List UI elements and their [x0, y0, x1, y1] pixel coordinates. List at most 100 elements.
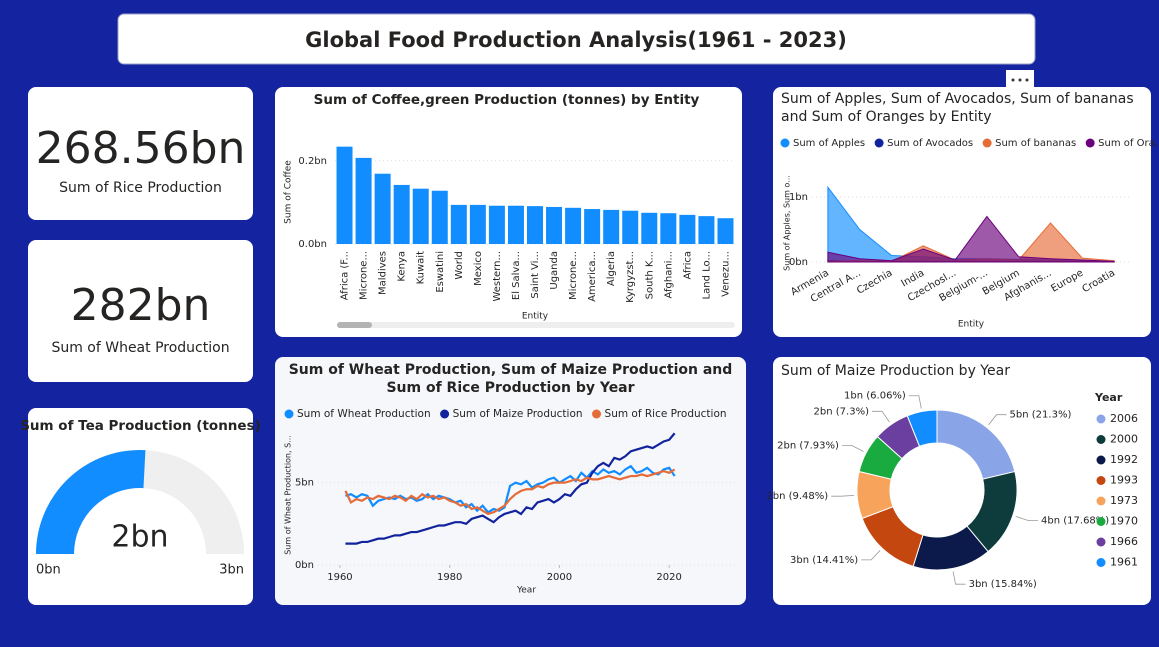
gauge-fill — [36, 450, 146, 554]
gauge-tick-label: 0bn — [36, 563, 61, 578]
y-tick-label: 0bn — [789, 257, 808, 268]
x-tick-label: Western... — [492, 251, 503, 302]
panel — [773, 87, 1151, 337]
bar — [336, 146, 353, 244]
y-tick-label: 5bn — [295, 478, 314, 489]
card-label: Sum of Wheat Production — [51, 340, 229, 356]
line — [345, 432, 676, 545]
leader-line — [952, 571, 966, 585]
chart-title: Sum of Maize Production by Year — [781, 363, 1010, 379]
card-value: 268.56bn — [36, 123, 246, 174]
gauge-title: Sum of Tea Production (tonnes) — [20, 418, 261, 434]
bar — [717, 218, 734, 244]
leader-line — [841, 445, 864, 452]
data-label: 3bn (14.41%) — [790, 555, 858, 566]
data-label: 3bn (15.84%) — [969, 579, 1037, 590]
bar — [641, 212, 658, 244]
x-tick-label: America... — [587, 251, 598, 302]
card-value: 282bn — [71, 280, 211, 331]
y-tick-label: 0.0bn — [298, 239, 327, 250]
data-label: 4bn (17.68%) — [1041, 515, 1109, 526]
legend-label: Sum of Wheat Production — [297, 408, 431, 420]
legend-swatch — [874, 138, 884, 148]
title-box — [117, 13, 1036, 65]
legend-swatch — [1096, 558, 1106, 567]
bar — [527, 206, 543, 244]
leader-line — [831, 494, 855, 497]
x-tick-label: Eswatini — [435, 251, 446, 293]
bar — [603, 209, 620, 244]
scrollbar-thumb — [337, 322, 372, 328]
dot — [1018, 78, 1022, 82]
bar — [622, 210, 639, 244]
x-axis-label: Entity — [958, 320, 985, 330]
bar — [431, 190, 448, 244]
x-tick-label: Kenya — [397, 251, 408, 282]
bar — [660, 213, 677, 244]
legend-swatch — [1085, 138, 1095, 148]
x-tick-label: Uganda — [549, 251, 560, 290]
chart-title: Sum of Apples, Sum of Avocados, Sum of b… — [781, 91, 1134, 125]
bar — [507, 205, 524, 244]
legend-swatch — [780, 138, 790, 148]
legend-swatch — [1096, 455, 1106, 465]
x-tick-label: 2020 — [656, 572, 681, 583]
data-label: 2bn (7.3%) — [814, 406, 870, 417]
bar — [698, 216, 715, 244]
bar — [450, 204, 467, 244]
x-tick-label: Kyrgyzst... — [625, 251, 636, 303]
x-tick-label: Venezu... — [720, 251, 731, 297]
legend-label: 1961 — [1110, 556, 1138, 569]
leader-line — [871, 410, 890, 423]
x-tick-label: Afghani... — [663, 251, 674, 298]
x-tick-label: Algeria — [606, 251, 617, 286]
legend-swatch — [592, 409, 602, 419]
legend-title: Year — [1094, 391, 1123, 404]
legend-swatch — [1096, 435, 1106, 444]
bar — [565, 207, 582, 244]
x-tick-label: Africa (F... — [340, 251, 351, 300]
chart-title-box: Sum of Wheat Production, Sum of Maize Pr… — [288, 362, 733, 396]
data-label: 5bn (21.3%) — [1010, 410, 1072, 421]
bar — [374, 173, 391, 244]
x-tick-label: 1980 — [437, 572, 462, 583]
x-tick-label: Microne... — [359, 251, 370, 300]
x-tick-label: Saint Vi... — [530, 251, 541, 299]
more-options[interactable] — [1006, 70, 1034, 88]
legend-label: 2006 — [1110, 412, 1138, 425]
bar — [355, 157, 372, 244]
x-tick-label: 2000 — [547, 572, 572, 583]
legend-label: 2000 — [1110, 433, 1138, 446]
legend-swatch — [284, 409, 294, 419]
panel — [28, 240, 253, 382]
legend-label: 1992 — [1110, 453, 1138, 466]
data-label: 1bn (6.06%) — [844, 391, 906, 402]
legend-label: 1993 — [1110, 474, 1138, 487]
chart-title-box: Sum of Apples, Sum of Avocados, Sum of b… — [781, 91, 1134, 125]
data-label: 2bn (7.93%) — [777, 440, 839, 451]
dot — [1025, 78, 1029, 82]
legend-label: 1966 — [1110, 535, 1138, 548]
x-axis-label: Year — [516, 586, 536, 596]
line — [345, 464, 676, 514]
x-axis-label: Entity — [522, 312, 549, 322]
panel — [28, 87, 253, 220]
legend-label: 1970 — [1110, 515, 1138, 528]
x-tick-label: El Salva... — [511, 251, 522, 300]
donut-slice — [906, 409, 938, 448]
legend-label: Sum of Ora... — [1098, 138, 1159, 149]
legend-label: Sum of Apples — [793, 138, 865, 149]
legend-label: Sum of Rice Production — [605, 408, 727, 420]
line — [344, 468, 676, 516]
y-axis-label: Sum of Wheat Production, S... — [284, 435, 293, 555]
leader-line — [908, 395, 922, 409]
x-tick-label: Maldives — [378, 251, 389, 295]
leader-line — [988, 414, 1007, 426]
legend-swatch — [1096, 517, 1106, 526]
panel — [773, 357, 1151, 605]
x-tick-label: Mexico — [473, 251, 484, 286]
chart-title: Sum of Wheat Production, Sum of Maize Pr… — [288, 362, 733, 396]
legend-label: 1973 — [1110, 494, 1138, 507]
dot — [1011, 78, 1015, 82]
bar — [584, 209, 601, 244]
